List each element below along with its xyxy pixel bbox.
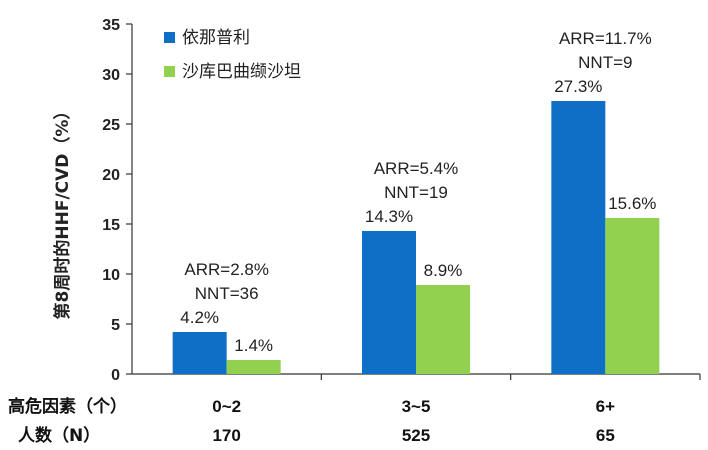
bar-sacubitril-valsartan [605,218,660,374]
table-cell-count: 170 [212,426,240,445]
data-label: 27.3% [554,77,602,96]
legend-swatch [164,66,175,77]
y-tick-label: 30 [102,67,120,84]
bar-sacubitril-valsartan [416,285,470,374]
arr-annotation: ARR=2.8% [184,260,269,279]
x-category-label: 0~2 [212,397,241,416]
bars: 4.2% 1.4% ARR=2.8% NNT=36 14.3% 8.9% ARR=5.4% N… [172,29,660,374]
nnt-annotation: NNT=9 [578,53,632,72]
nnt-annotation: NNT=19 [384,183,448,202]
table-row-label: 高危因素（个） [8,396,127,417]
y-tick-label: 15 [102,217,120,234]
arr-annotation: ARR=5.4% [374,159,459,178]
data-label: 1.4% [234,336,273,355]
arr-annotation: ARR=11.7% [559,29,652,48]
table-row-label: 人数（N） [18,425,100,446]
table-cell-count: 525 [402,426,430,445]
x-category-label: 3~5 [402,397,431,416]
y-tick-label: 0 [111,367,120,384]
table-cell-count: 65 [596,426,615,445]
data-label: 14.3% [365,207,413,226]
data-label: 15.6% [608,194,656,213]
y-tick-label: 10 [102,267,120,284]
y-tick-label: 35 [102,17,120,34]
y-tick-label: 20 [102,167,120,184]
bar-sacubitril-valsartan [226,360,281,374]
bar-enalapril [172,332,227,374]
y-tick-label: 25 [102,117,120,134]
x-category-label: 6+ [596,397,615,416]
legend-swatch [164,32,175,43]
y-tick-label: 5 [111,317,120,334]
legend-label: 沙库巴曲缬沙坦 [182,62,301,82]
bar-enalapril [362,231,416,374]
legend-label: 依那普利 [182,28,250,48]
category-table: 高危因素（个） 人数（N） 0~2 170 3~5 525 6+ 65 [8,396,615,446]
data-label: 8.9% [424,261,463,280]
bar-enalapril [551,101,606,374]
axes: 0 5 10 15 20 25 30 35 第8周时的HHF/CVD（%） [52,17,701,384]
data-label: 4.2% [180,308,219,327]
y-axis-label: 第8周时的HHF/CVD（%） [52,103,73,320]
nnt-annotation: NNT=36 [195,284,259,303]
